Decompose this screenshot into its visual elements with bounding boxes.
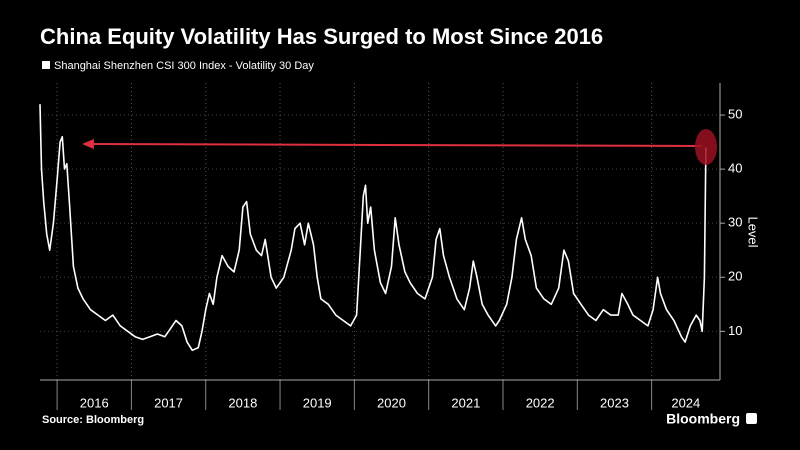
x-tick-label: 2024	[671, 395, 700, 410]
brand-icon	[746, 413, 757, 424]
legend-swatch	[42, 61, 50, 69]
source: Source: Bloomberg	[42, 414, 144, 426]
annotation-arrow	[85, 143, 703, 147]
y-tick-label: 30	[728, 215, 742, 230]
x-tick-label: 2018	[228, 395, 257, 410]
y-tick-label: 10	[728, 323, 742, 338]
y-tick-label: 20	[728, 269, 742, 284]
x-tick-label: 2021	[451, 395, 480, 410]
x-tick-label: 2022	[526, 395, 555, 410]
line-series	[39, 104, 707, 352]
annotation-ellipse	[695, 129, 717, 165]
chart-title: China Equity Volatility Has Surged to Mo…	[40, 24, 603, 49]
x-tick-label: 2023	[600, 395, 629, 410]
annotation-arrowhead	[82, 139, 94, 149]
x-tick-label: 2016	[80, 395, 109, 410]
x-tick-label: 2020	[377, 395, 406, 410]
y-tick-label: 50	[728, 106, 742, 121]
y-axis-label: Level	[746, 216, 761, 247]
y-tick-label: 40	[728, 161, 742, 176]
x-tick-label: 2017	[154, 395, 183, 410]
legend-label: Shanghai Shenzhen CSI 300 Index - Volati…	[54, 60, 314, 72]
x-tick-label: 2019	[303, 395, 332, 410]
brand: Bloomberg	[666, 411, 740, 427]
